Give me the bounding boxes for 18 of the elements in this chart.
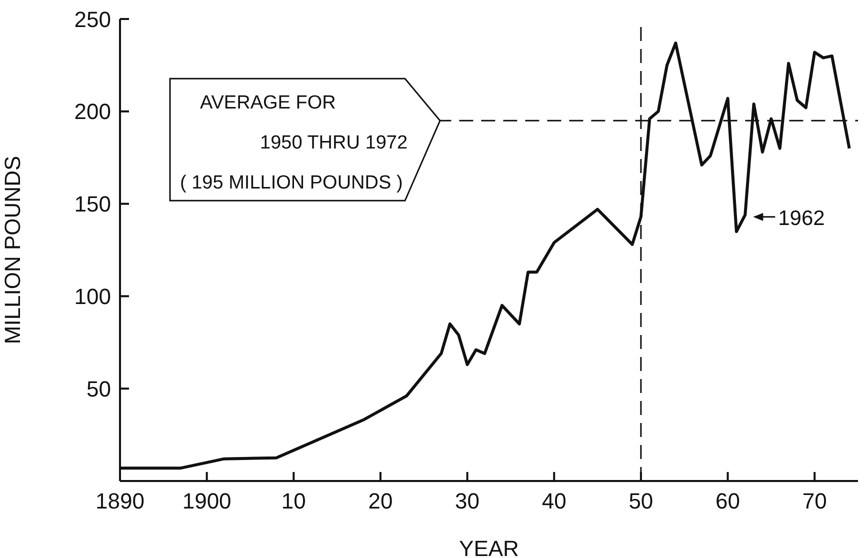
x-tick-label: 30 (455, 488, 480, 514)
x-tick-label: 50 (628, 488, 654, 514)
x-tick-label: 60 (716, 488, 740, 514)
x-tick-label: 20 (368, 488, 393, 514)
x-tick-label: 1890 (96, 488, 144, 514)
y-axis-title: MILLION POUNDS (0, 156, 25, 344)
ref-line-label: AVERAGE FOR 1950 THRU 1972 ( 195 MILLION POUNDS ) (180, 92, 408, 194)
y-tick-label: 50 (86, 376, 111, 402)
y-tick-label: 250 (74, 6, 111, 32)
x-tick-label: 10 (281, 488, 306, 514)
x-axis-title: YEAR (459, 536, 519, 558)
y-tick-label: 150 (74, 192, 111, 217)
x-tick-label: 1900 (182, 488, 232, 514)
annotation: 1962 (778, 206, 825, 230)
x-tick-label: 40 (542, 488, 566, 514)
x-tick-label: 70 (802, 488, 827, 514)
y-tick-label: 200 (74, 99, 111, 124)
y-tick-label: 100 (74, 284, 111, 310)
